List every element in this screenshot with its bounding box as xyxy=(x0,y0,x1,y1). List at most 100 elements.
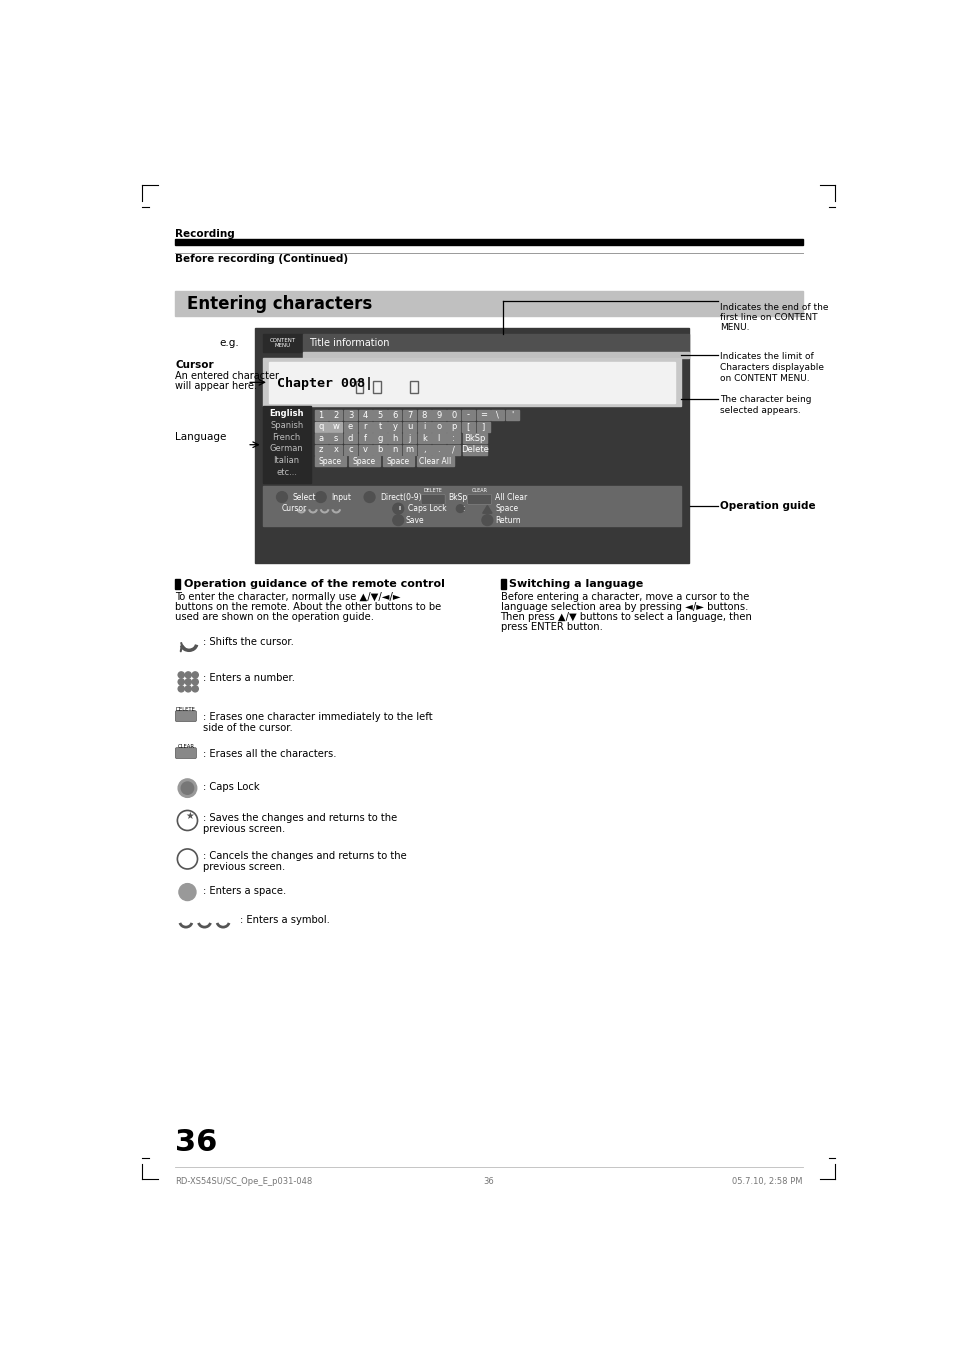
Text: Space: Space xyxy=(318,457,341,466)
Circle shape xyxy=(178,671,184,678)
Bar xyxy=(476,422,489,431)
Text: Space: Space xyxy=(386,457,410,466)
Bar xyxy=(373,422,386,431)
Text: Direct(0-9): Direct(0-9) xyxy=(380,493,421,501)
Text: 5: 5 xyxy=(377,411,382,420)
Text: y: y xyxy=(392,422,396,431)
Text: All Clear: All Clear xyxy=(495,493,527,501)
Bar xyxy=(358,444,372,455)
Bar xyxy=(500,580,505,589)
Text: ]: ] xyxy=(481,422,484,431)
Text: s: s xyxy=(334,434,337,443)
Text: II: II xyxy=(398,507,402,511)
Text: ★: ★ xyxy=(185,811,193,821)
Bar xyxy=(388,411,401,420)
Circle shape xyxy=(393,503,403,513)
Text: Save: Save xyxy=(406,516,424,524)
Text: ,: , xyxy=(422,446,425,454)
Text: p: p xyxy=(451,422,456,431)
Text: Spanish: Spanish xyxy=(270,420,303,430)
Circle shape xyxy=(481,515,493,526)
Text: v: v xyxy=(362,446,368,454)
Text: : Erases one character immediately to the left: : Erases one character immediately to th… xyxy=(203,712,432,721)
Bar xyxy=(463,444,486,455)
Text: h: h xyxy=(392,434,397,443)
Text: c: c xyxy=(348,446,353,454)
Bar xyxy=(432,444,445,455)
Text: Select: Select xyxy=(293,493,316,501)
Text: first line on CONTENT: first line on CONTENT xyxy=(720,313,817,322)
Text: RD-XS54SU/SC_Ope_E_p031-048: RD-XS54SU/SC_Ope_E_p031-048 xyxy=(174,1177,312,1186)
Text: French: French xyxy=(273,432,300,442)
Bar xyxy=(505,411,518,420)
Text: BkSp: BkSp xyxy=(464,434,485,443)
Text: The character being: The character being xyxy=(720,396,810,404)
Text: English: English xyxy=(269,408,304,417)
Text: : Enters a number.: : Enters a number. xyxy=(203,673,294,684)
FancyBboxPatch shape xyxy=(175,711,196,721)
Text: : Enters a space.: : Enters a space. xyxy=(203,886,286,896)
Bar xyxy=(417,422,431,431)
Text: DELETE: DELETE xyxy=(423,489,442,493)
Circle shape xyxy=(192,686,198,692)
Bar xyxy=(373,434,386,443)
Bar xyxy=(262,407,311,484)
Text: etc...: etc... xyxy=(275,469,296,477)
Text: BkSp: BkSp xyxy=(448,493,467,501)
Text: buttons on the remote. About the other buttons to be: buttons on the remote. About the other b… xyxy=(174,601,441,612)
Circle shape xyxy=(185,671,192,678)
Bar xyxy=(329,444,342,455)
Text: f: f xyxy=(363,434,366,443)
Text: Input: Input xyxy=(332,493,352,501)
Text: k: k xyxy=(421,434,426,443)
Bar xyxy=(269,362,674,403)
Bar xyxy=(447,444,459,455)
Text: CLEAR: CLEAR xyxy=(471,489,487,493)
Bar xyxy=(416,457,454,466)
Text: Characters displayable: Characters displayable xyxy=(720,363,823,372)
Text: CONTENT
MENU: CONTENT MENU xyxy=(270,338,295,349)
Bar xyxy=(314,444,328,455)
Bar xyxy=(329,422,342,431)
Text: j: j xyxy=(408,434,410,443)
Bar xyxy=(329,434,342,443)
Bar xyxy=(402,444,416,455)
Bar xyxy=(314,434,328,443)
Text: CLEAR: CLEAR xyxy=(177,744,194,750)
Bar xyxy=(329,411,342,420)
Text: An entered character: An entered character xyxy=(174,370,279,381)
Bar xyxy=(447,434,459,443)
Text: o: o xyxy=(436,422,441,431)
Text: Italian: Italian xyxy=(274,457,299,465)
Text: -: - xyxy=(466,411,470,420)
Text: 4: 4 xyxy=(362,411,368,420)
Text: To enter the character, normally use ▲/▼/◄/►: To enter the character, normally use ▲/▼… xyxy=(174,592,400,601)
Bar xyxy=(174,292,802,316)
Circle shape xyxy=(185,686,192,692)
Text: 6: 6 xyxy=(392,411,397,420)
Text: : Cancels the changes and returns to the: : Cancels the changes and returns to the xyxy=(203,851,406,862)
Text: b: b xyxy=(377,446,382,454)
Bar xyxy=(303,334,688,353)
Text: :: : xyxy=(452,434,455,443)
Bar xyxy=(476,411,489,420)
Text: Before recording (Continued): Before recording (Continued) xyxy=(174,254,348,263)
Text: :: : xyxy=(462,504,465,513)
Text: Caps Lock: Caps Lock xyxy=(407,504,446,513)
Text: Space: Space xyxy=(353,457,375,466)
Text: Clear All: Clear All xyxy=(419,457,451,466)
Text: e: e xyxy=(348,422,353,431)
Text: a: a xyxy=(318,434,323,443)
Bar xyxy=(417,434,431,443)
Circle shape xyxy=(276,492,287,503)
Bar xyxy=(491,411,504,420)
Bar xyxy=(344,434,356,443)
Bar xyxy=(432,411,445,420)
Bar xyxy=(388,434,401,443)
Text: t: t xyxy=(378,422,381,431)
Bar xyxy=(358,422,372,431)
Text: 05.7.10, 2:58 PM: 05.7.10, 2:58 PM xyxy=(732,1177,802,1186)
Bar xyxy=(388,444,401,455)
Bar xyxy=(373,411,386,420)
Bar xyxy=(262,485,680,526)
